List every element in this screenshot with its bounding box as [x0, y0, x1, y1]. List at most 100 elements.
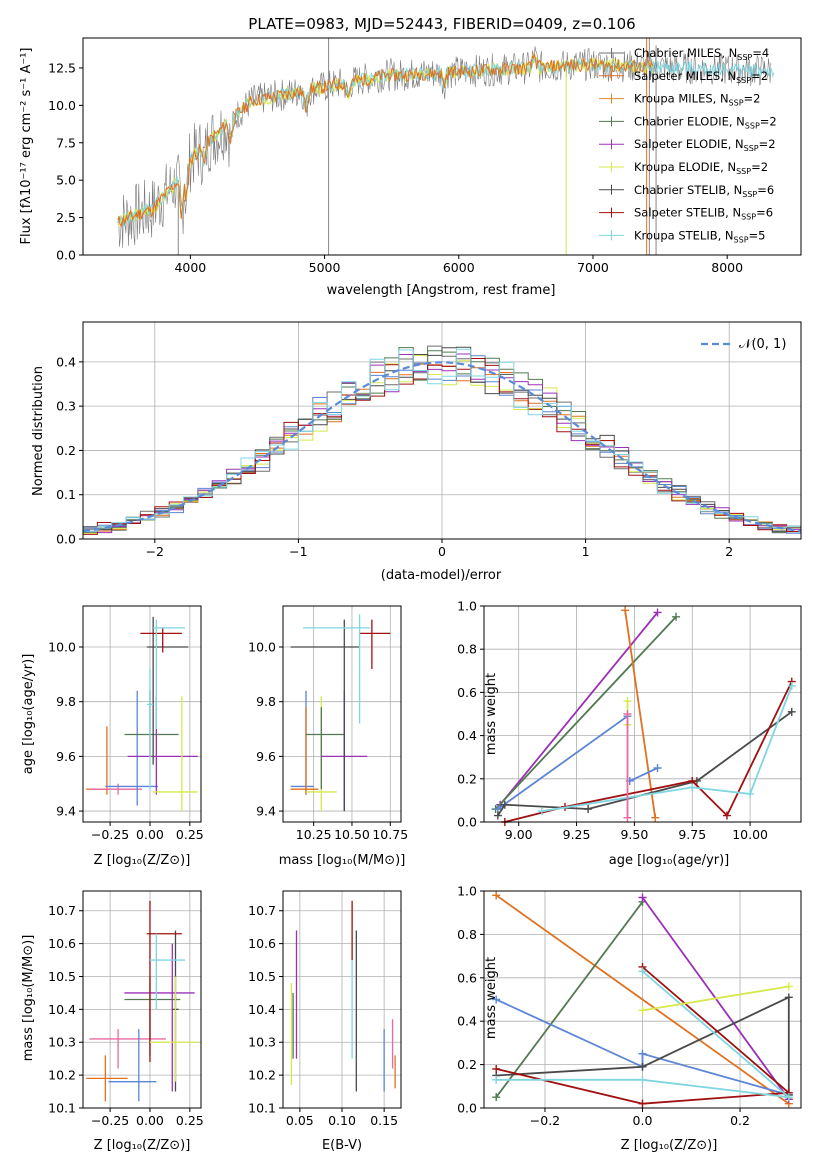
p3-series-line	[629, 767, 658, 782]
p3-ytick-label: 0.0	[457, 815, 477, 830]
legend-count: =6	[756, 206, 773, 220]
p1-ytick-label: 9.8	[56, 694, 76, 709]
age-vs-metallicity-panel: −0.25 0.00 0.25 9.4 9.6 9.8 10.0	[48, 605, 204, 842]
p3-xtick-label: 9.50	[620, 827, 648, 842]
p3-series-line	[504, 681, 793, 823]
p2-xtick-label: 10.75	[372, 827, 408, 842]
p6-xtick-label: 0.0	[633, 1113, 653, 1128]
p6-series-line	[496, 970, 792, 1099]
p3-point-marker	[653, 608, 662, 617]
residual-xtick-label: −2	[146, 544, 164, 559]
p3-point-marker	[787, 681, 796, 690]
p3-ytick-label: 0.4	[457, 728, 477, 743]
observed-spectrum-line	[117, 46, 772, 248]
legend-entry: Chabrier MILES, NSSP=4	[634, 46, 769, 62]
legend-subscript: SSP	[744, 144, 759, 153]
spectrum-ytick-label: 2.5	[56, 210, 76, 225]
legend-subscript: SSP	[737, 53, 752, 62]
p6-point-marker	[784, 982, 793, 991]
p3-point-marker	[623, 710, 632, 718]
p3-series-line	[624, 610, 657, 818]
p6-series-line	[495, 998, 790, 1096]
p1-ylabel: age [log₁₀(age/yr)]	[21, 654, 36, 775]
legend-count: =2	[759, 137, 776, 151]
p3-point-marker	[787, 707, 796, 716]
spectrum-xtick-label: 5000	[309, 260, 341, 275]
p4-ytick-label: 10.2	[48, 1068, 76, 1083]
legend-subscript: SSP	[736, 76, 751, 85]
p2-xlabel: mass [log₁₀(M/M⊙)]	[279, 853, 406, 868]
p6-point-marker	[784, 993, 793, 1002]
p2-ytick-label: 9.4	[256, 804, 276, 819]
mass-vs-ebv-panel: 0.05 0.10 0.15 10.1 10.2 10.3 10.4 10.5 10.6 10.7	[248, 890, 402, 1128]
p1-ytick-label: 10.0	[48, 640, 76, 655]
p2-ytick-label: 10.0	[248, 640, 276, 655]
p5-frame	[282, 890, 402, 1109]
legend-subscript: SSP	[745, 121, 760, 130]
p3-ylabel: mass weight	[484, 673, 499, 755]
spectrum-xtick-label: 6000	[443, 260, 475, 275]
p6-point-marker	[638, 1075, 647, 1084]
residual-ylabel: Normed distribution	[31, 366, 46, 496]
p4-xtick-label: 0.25	[176, 1113, 204, 1128]
legend-count: =2	[751, 69, 768, 83]
residual-xtick-label: 0	[438, 544, 446, 559]
p5-ytick-label: 10.2	[248, 1068, 276, 1083]
p3-series-line	[497, 711, 793, 816]
p6-point-marker	[492, 1093, 501, 1102]
p3-frame	[483, 605, 802, 823]
p3-ytick-label: 0.6	[457, 685, 477, 700]
residual-ytick-label: 0.1	[56, 487, 76, 502]
p3-xlabel: age [log₁₀(age/yr)]	[609, 853, 730, 868]
p6-ytick-label: 0.4	[457, 1014, 477, 1029]
p6-ytick-label: 0.6	[457, 970, 477, 985]
p1-ytick-label: 9.6	[56, 749, 76, 764]
legend-count: =2	[751, 160, 768, 174]
spectrum-xtick-label: 8000	[711, 260, 743, 275]
p6-point-marker	[638, 1062, 647, 1071]
p5-ytick-label: 10.7	[248, 903, 276, 918]
p6-series-line	[496, 995, 790, 1095]
p3-series-line	[541, 685, 793, 813]
p5-xtick-label: 0.05	[286, 1113, 314, 1128]
legend-subscript: SSP	[741, 213, 756, 222]
legend-count: =6	[757, 183, 774, 197]
p6-point-marker	[638, 893, 647, 902]
residual-ytick-label: 0.2	[56, 443, 76, 458]
p6-series-line	[642, 985, 789, 1012]
p6-ytick-label: 0.8	[457, 927, 477, 942]
p6-ytick-label: 0.2	[457, 1057, 477, 1072]
weight-vs-metallicity-panel: −0.2 0.0 0.2 0.0 0.2 0.4 0.6 0.8 1.0	[457, 884, 802, 1128]
p2-ytick-label: 9.6	[256, 749, 276, 764]
legend-entry: Kroupa ELODIE, NSSP=2	[634, 160, 768, 176]
p1-xtick-label: 0.00	[136, 827, 164, 842]
p5-ytick-label: 10.6	[248, 936, 276, 951]
legend-subscript: SSP	[734, 235, 749, 244]
p3-ytick-label: 0.8	[457, 642, 477, 657]
spectrum-ytick-label: 10.0	[48, 98, 76, 113]
p3-point-marker	[621, 606, 630, 615]
p4-ytick-label: 10.7	[48, 903, 76, 918]
age-vs-mass-panel: 10.25 10.50 10.75 9.4 9.6 9.8 10.0	[248, 605, 408, 842]
legend-entry: Salpeter MILES, NSSP=2	[634, 69, 768, 85]
residual-xtick-label: −1	[289, 544, 307, 559]
p2-xtick-label: 10.25	[296, 827, 332, 842]
p3-ytick-label: 0.2	[457, 771, 477, 786]
p6-series-line	[495, 901, 644, 1098]
spectrum-ylabel: Flux [fλ10⁻¹⁷ erg cm⁻² s⁻¹ A⁻¹]	[19, 48, 34, 245]
p4-xtick-label: −0.25	[91, 1113, 129, 1128]
p2-xtick-label: 10.50	[334, 827, 370, 842]
mass-vs-metallicity-panel: −0.25 0.00 0.25 10.1 10.2 10.3 10.4 10.5 10.6 10.…	[48, 890, 204, 1128]
p3-point-marker	[651, 813, 660, 822]
residual-ytick-label: 0.3	[56, 399, 76, 414]
p5-xtick-label: 0.10	[328, 1113, 356, 1128]
spectrum-frame	[82, 37, 802, 256]
p4-ytick-label: 10.6	[48, 936, 76, 951]
legend-subscript: SSP	[742, 190, 757, 199]
p3-point-marker	[623, 697, 632, 706]
figure-title: PLATE=0983, MJD=52443, FIBERID=0409, z=0…	[248, 15, 635, 33]
p6-xtick-label: −0.2	[530, 1113, 560, 1128]
residual-legend-label: 𝒩(0, 1)	[739, 337, 786, 352]
p6-ytick-label: 1.0	[457, 884, 477, 899]
p5-xtick-label: 0.15	[370, 1113, 398, 1128]
